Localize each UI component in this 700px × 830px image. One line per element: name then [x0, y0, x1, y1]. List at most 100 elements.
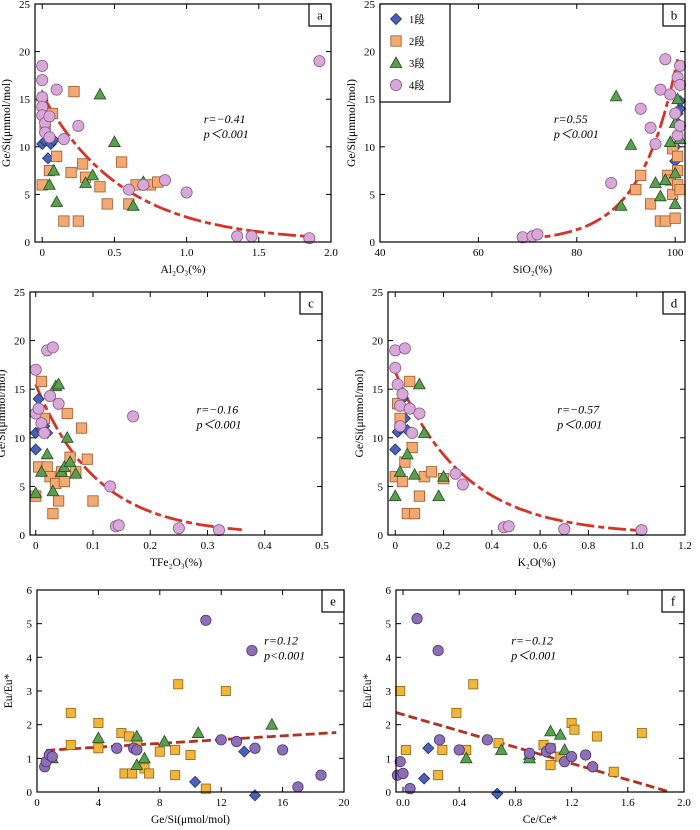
series-sq [65, 679, 231, 794]
data-point [545, 760, 556, 771]
y-tick-label: 0 [25, 237, 31, 249]
data-point [276, 744, 289, 756]
plot-frame [387, 291, 686, 536]
p-value: p＜0.001 [553, 127, 599, 141]
data-point [173, 679, 184, 690]
x-tick-label: 8 [157, 797, 163, 809]
data-point [544, 742, 557, 754]
data-point [481, 734, 493, 746]
x-tick-label: 80 [571, 247, 583, 259]
data-point [630, 184, 642, 196]
data-point [63, 455, 77, 468]
data-point [137, 178, 150, 191]
legend-label-s4: 4段 [409, 79, 425, 92]
legend-marker-s3 [389, 56, 403, 68]
plot-frame [395, 589, 685, 793]
y-tick-label: 3 [386, 686, 392, 698]
panel-letter: a [317, 8, 323, 23]
data-point [468, 679, 479, 690]
data-point [396, 388, 409, 401]
y-tick-label: 20 [19, 47, 31, 59]
data-point [47, 163, 61, 176]
series-s4d [391, 613, 599, 795]
data-point [130, 729, 144, 742]
data-point [494, 743, 508, 755]
y-tick-label: 0 [20, 530, 26, 542]
data-point [72, 119, 85, 132]
x-tick-label: 0.8 [509, 797, 523, 809]
series-s3 [388, 377, 451, 502]
data-point [659, 215, 671, 227]
data-point [215, 734, 227, 746]
data-point [437, 469, 451, 482]
y-tick-label: 5 [370, 189, 376, 201]
data-point [493, 738, 504, 749]
data-point [649, 137, 662, 150]
data-point [408, 467, 422, 480]
data-point [653, 189, 667, 202]
data-point [400, 447, 414, 460]
panel-b: 40 60 80 100 0 5 10 15 20 25 b r=0.55p＜0.001 SiO₂(%)… [346, 0, 687, 276]
data-point [245, 230, 258, 243]
panel-f: 0.0 0.4 0.8 1.2 1.6 2.0 0 1 2 3 4 5 6 f r=−0.12p＜0.001… [362, 585, 691, 826]
y-tick-label: 6 [386, 585, 392, 597]
x-axis-label: K₂O(%) [518, 557, 556, 569]
data-point [432, 644, 444, 657]
data-point [389, 443, 402, 456]
panel-letter: e [330, 594, 336, 609]
y-tick-label: 15 [19, 94, 31, 106]
data-point [404, 783, 416, 795]
data-point [51, 150, 63, 162]
data-point [635, 524, 648, 537]
data-point [502, 520, 515, 533]
y-tick-label: 25 [364, 0, 376, 11]
x-tick-label: 1.6 [621, 797, 635, 809]
data-point [635, 169, 647, 181]
y-tick-label: 5 [386, 619, 392, 631]
data-point [52, 377, 66, 390]
data-point [591, 731, 602, 742]
series-s4 [36, 55, 326, 245]
x-tick-label: 0.0 [396, 797, 410, 809]
x-tick-label: 2.0 [677, 797, 691, 809]
data-point [566, 751, 578, 763]
data-point [459, 751, 473, 764]
data-point [131, 744, 143, 756]
data-point [658, 173, 672, 186]
x-axis-label: Ce/Ce* [523, 814, 558, 826]
data-point [580, 749, 592, 761]
data-point [52, 397, 65, 410]
x-tick-label: 0.8 [582, 540, 596, 552]
data-point [395, 686, 406, 697]
legend-label-s1: 1段 [409, 13, 425, 26]
data-point [404, 375, 416, 388]
fit-line [391, 365, 645, 533]
data-point [449, 467, 462, 480]
fit-line [40, 93, 310, 238]
data-point [669, 212, 681, 224]
p-value: p<0.001 [263, 649, 305, 663]
data-point [397, 767, 409, 780]
data-point [624, 138, 638, 150]
data-point [238, 745, 251, 758]
data-point [127, 768, 138, 779]
data-point [29, 443, 42, 456]
panel-c: 0 0.1 0.2 0.3 0.4 0.5 0 5 10 15 20 25 c r=−0.16p＜0.00… [0, 287, 329, 569]
panel-d: 0 0.2 0.4 0.6 0.8 1.0 1.2 0 5 10 15 20 25 d r=−0.57p＜0… [354, 287, 692, 569]
p-value: p＜0.001 [556, 418, 602, 432]
data-point [413, 407, 426, 420]
panel-e: 0 4 8 12 16 200123456er=0.12p<0.001Ge/Si(μmol… [3, 585, 350, 826]
panel-letter-box [662, 291, 686, 315]
y-tick-label: 2 [386, 720, 392, 732]
legend-marker-s2 [390, 35, 402, 47]
data-point [313, 55, 326, 68]
x-tick-label: 0 [33, 540, 39, 552]
fit-line [395, 711, 671, 794]
x-tick-label: 1.2 [565, 797, 579, 809]
data-point [406, 441, 418, 454]
x-tick-label: 60 [473, 247, 485, 259]
y-tick-label: 10 [19, 142, 31, 154]
data-point [558, 523, 571, 536]
data-point [46, 341, 59, 354]
series-s4 [516, 53, 687, 244]
